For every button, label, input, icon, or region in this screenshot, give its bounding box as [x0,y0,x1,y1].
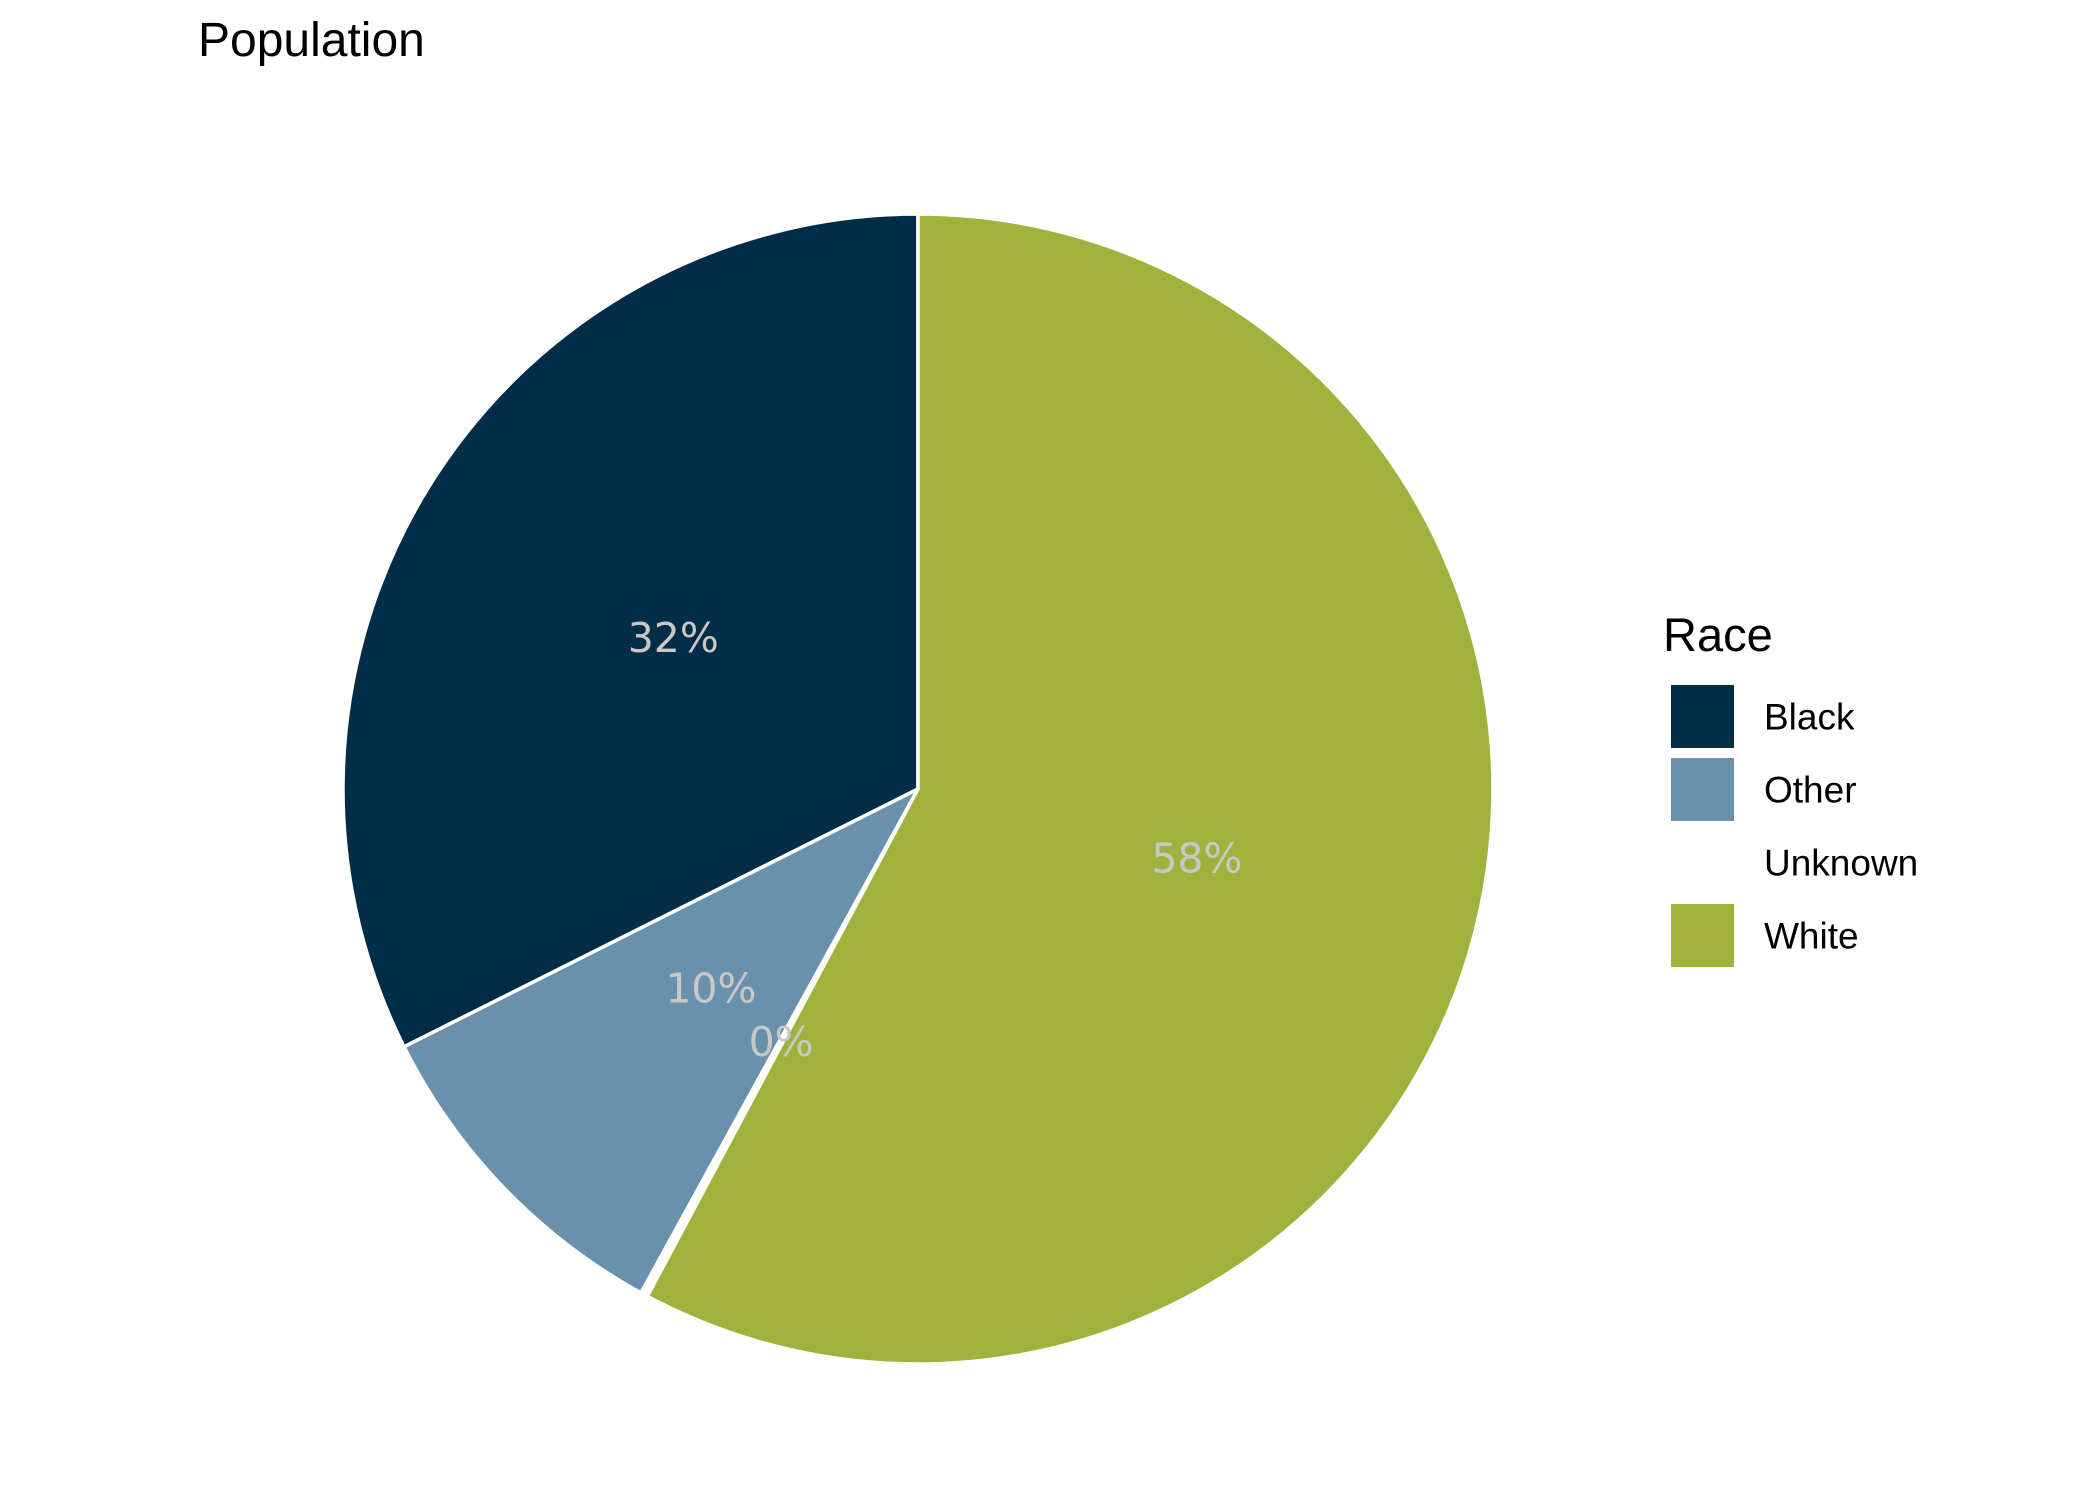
slice-label-other: 10% [665,964,756,1012]
legend-title: Race [1663,608,1773,661]
legend-label-white: White [1764,916,1859,957]
pie-slices [341,212,1495,1366]
slice-label-black: 32% [628,614,719,662]
legend-label-unknown: Unknown [1764,843,1918,884]
legend-key-other [1671,758,1734,821]
slice-label-unknown: 0% [749,1018,814,1066]
legend-key-white [1671,904,1734,967]
legend-items: Black Other Unknown White [1671,685,1918,967]
legend-label-other: Other [1764,770,1857,811]
legend-key-black [1671,685,1734,748]
pie-slice-other [402,787,920,1295]
pie-slice-white [645,212,1495,1366]
legend-key-unknown [1671,831,1734,894]
chart-title: Population [198,14,425,67]
pie-slice-labels: 32% 10% 0% 58% [628,614,1243,1066]
pie-slice-black [341,212,920,1049]
legend: Race Black Other Unknown White [1663,608,1918,967]
slice-label-white: 58% [1151,835,1242,883]
legend-label-black: Black [1764,697,1855,738]
